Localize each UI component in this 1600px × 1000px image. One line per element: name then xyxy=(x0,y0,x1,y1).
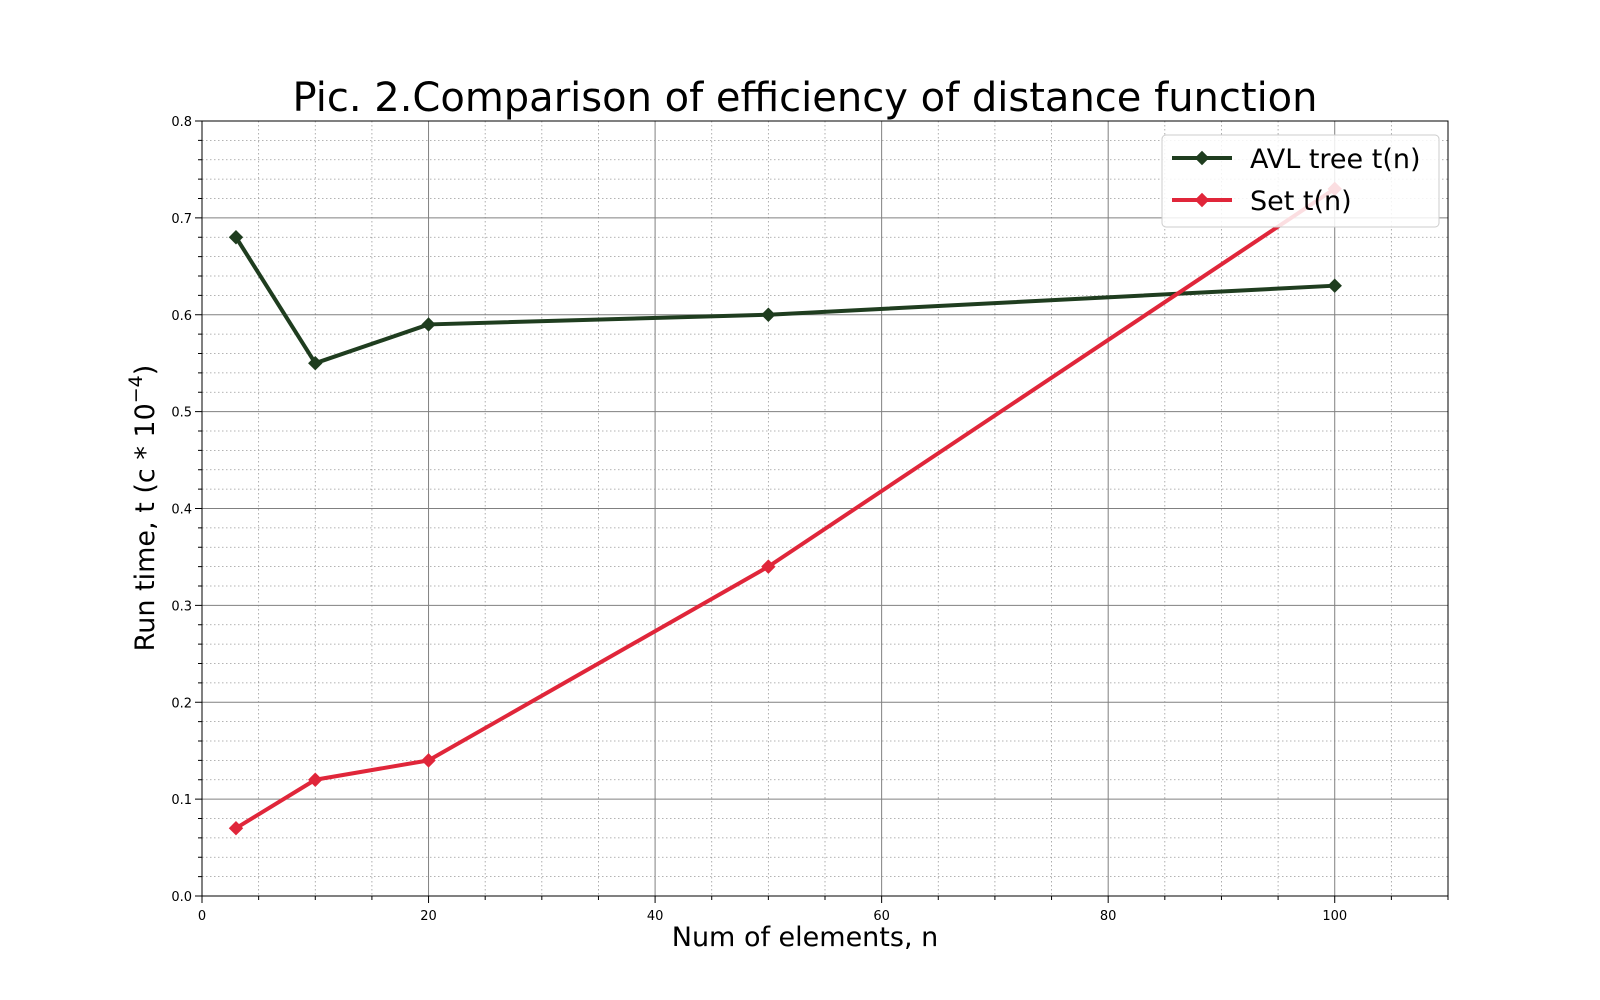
data-point xyxy=(308,355,323,371)
series-2 xyxy=(228,181,1342,836)
legend-label: AVL tree t(n) xyxy=(1250,144,1421,175)
data-point xyxy=(421,317,436,332)
y-axis-label-close: ) xyxy=(130,365,161,376)
data-point xyxy=(308,772,323,787)
y-tick-label: 0.2 xyxy=(171,696,192,711)
chart-title: Pic. 2.Comparison of efficiency of dista… xyxy=(292,75,1317,121)
y-tick-label: 0.8 xyxy=(171,115,192,130)
axis-ticks: 0 20 40 60 80 100 0.0 0.1 0.2 0.3 0.4 0.5 0.6 0.7 0.8 xyxy=(171,115,1449,924)
x-tick-label: 0 xyxy=(198,909,206,924)
y-tick-label: 0.4 xyxy=(171,503,192,518)
data-point xyxy=(228,820,244,836)
x-tick-label: 100 xyxy=(1322,909,1347,924)
x-tick-label: 40 xyxy=(647,909,664,924)
data-point xyxy=(1327,278,1342,293)
legend-marker xyxy=(1194,192,1210,208)
data-point xyxy=(761,559,776,574)
legend: AVL tree t(n) Set t(n) xyxy=(1161,134,1440,228)
y-axis-label-exponent: −4 xyxy=(125,375,147,403)
x-axis-label: Num of elements, n xyxy=(672,922,938,953)
x-tick-label: 60 xyxy=(873,909,890,924)
series-1 xyxy=(228,230,1342,371)
y-axis-label-text: Run time, t (c * 10 xyxy=(130,403,161,651)
data-point xyxy=(761,307,776,322)
series-layer xyxy=(228,181,1342,836)
y-tick-label: 0.6 xyxy=(171,309,192,324)
data-point xyxy=(228,230,244,245)
y-tick-label: 0.0 xyxy=(171,890,192,905)
data-point xyxy=(421,753,436,768)
x-tick-label: 80 xyxy=(1100,909,1117,924)
y-tick-label: 0.3 xyxy=(171,599,192,614)
legend-label: Set t(n) xyxy=(1250,186,1352,217)
y-tick-label: 0.1 xyxy=(171,793,192,808)
y-tick-label: 0.7 xyxy=(171,212,192,227)
plot-frame xyxy=(201,120,1449,897)
x-tick-label: 20 xyxy=(420,909,437,924)
y-axis-label: Run time, t (c * 10−4) xyxy=(125,365,161,652)
y-tick-label: 0.5 xyxy=(171,406,192,421)
legend-marker xyxy=(1194,150,1210,166)
